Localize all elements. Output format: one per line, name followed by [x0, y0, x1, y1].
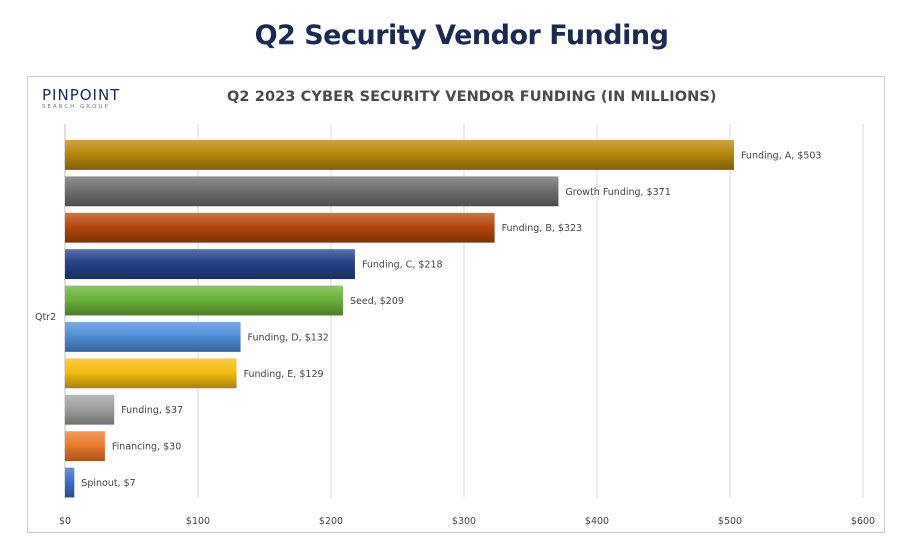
bar: [65, 394, 115, 425]
bar-data-label: Spinout, $7: [81, 478, 135, 489]
chart-title: Q2 2023 CYBER SECURITY VENDOR FUNDING (I…: [227, 89, 717, 105]
logo-sub-text: SEARCH GROUP: [42, 104, 110, 110]
bars: [65, 140, 734, 498]
x-tick-label: $100: [186, 516, 210, 527]
logo: PINPOINT SEARCH GROUP: [42, 87, 120, 111]
bar-data-label: Growth Funding, $371: [565, 187, 670, 198]
x-tick-label: $200: [319, 516, 343, 527]
bar: [65, 322, 241, 352]
x-tick-label: $0: [59, 516, 71, 527]
x-tick-label: $400: [585, 516, 609, 527]
bar-data-label: Funding, E, $129: [244, 369, 324, 380]
bar: [65, 358, 237, 389]
bar-data-label: Funding, A, $503: [741, 150, 821, 161]
bar-data-label: Seed, $209: [350, 296, 404, 307]
bar: [65, 212, 495, 243]
x-tick-label: $500: [718, 516, 742, 527]
bar-data-label: Funding, $37: [121, 405, 183, 416]
bar: [65, 467, 75, 498]
bar-data-label: Funding, D, $132: [248, 332, 329, 343]
bar: [65, 176, 559, 207]
bar: [65, 140, 734, 170]
bar: [65, 285, 343, 316]
bar-labels: Funding, A, $503 Growth Funding, $371 Fund…: [81, 150, 821, 489]
category-axis-label: Qtr2: [35, 312, 56, 323]
x-axis-ticks: $0 $100 $200 $300 $400 $500 $600: [59, 516, 875, 527]
bar: [65, 431, 105, 462]
bar-data-label: Funding, B, $323: [502, 223, 582, 234]
bar: [65, 249, 355, 280]
page-title: Q2 Security Vendor Funding: [254, 20, 669, 51]
bar-data-label: Financing, $30: [112, 442, 181, 453]
bar-data-label: Funding, C, $218: [362, 260, 443, 271]
logo-main-text: PINPOINT: [42, 86, 121, 104]
x-tick-label: $300: [452, 516, 476, 527]
x-tick-label: $600: [851, 516, 875, 527]
